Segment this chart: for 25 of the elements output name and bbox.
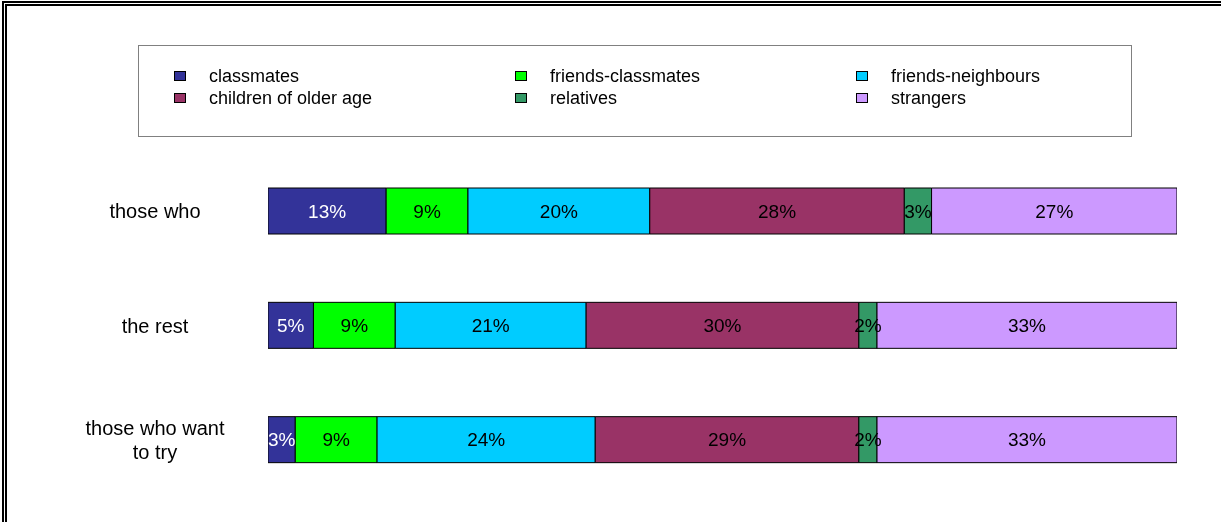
y-tick-label: those who want to try [85, 416, 225, 463]
data-label: 28% [758, 200, 797, 222]
legend-label: friends-classmates [550, 65, 701, 87]
y-tick-label: those who [109, 200, 201, 223]
data-label: 27% [1035, 200, 1074, 222]
data-label: 3% [904, 200, 932, 222]
data-label: 33% [1008, 429, 1047, 451]
data-label: 9% [340, 314, 369, 336]
data-label: 21% [471, 314, 510, 336]
data-label: 9% [413, 200, 441, 222]
legend-label: children of older age [209, 87, 373, 109]
data-label: 5% [276, 314, 305, 336]
data-label: 30% [703, 314, 742, 336]
legend-label: strangers [891, 87, 967, 109]
y-tick-label: the rest [121, 314, 189, 337]
data-label: 24% [467, 429, 506, 451]
data-label: 3% [267, 429, 296, 451]
legend-label: relatives [550, 87, 618, 109]
data-label: 33% [1008, 314, 1047, 336]
data-label: 29% [708, 429, 747, 451]
legend-label: classmates [209, 65, 300, 87]
data-label: 20% [539, 200, 578, 222]
legend-label: friends-neighbours [891, 65, 1041, 87]
data-label: 9% [322, 429, 351, 451]
data-label: 13% [308, 200, 347, 222]
